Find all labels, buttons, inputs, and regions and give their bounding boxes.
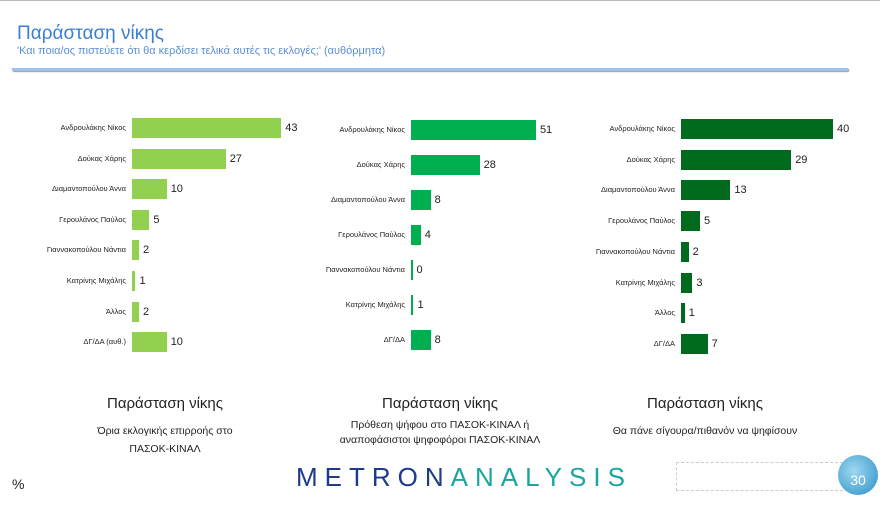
- category-label: ΔΓ/ΔΑ: [383, 335, 405, 344]
- chart-3-subtitle: Θα πάνε σίγουρα/πιθανόν να ψηφίσουν: [612, 425, 798, 437]
- category-label: Γερουλάνος Παύλος: [338, 230, 405, 239]
- category-label: Κατρίνης Μιχάλης: [66, 276, 126, 285]
- data-label: 2: [692, 245, 699, 258]
- page-subtitle: 'Και ποια/ος πιστεύετε ότι θα κερδίσει τ…: [17, 45, 386, 57]
- bar: [132, 148, 226, 169]
- category-label: Γιαννακοπούλου Νάντια: [595, 246, 675, 256]
- data-label: 10: [170, 183, 183, 196]
- category-label: Δούκας Χάρης: [77, 153, 126, 163]
- category-label: Δούκας Χάρης: [626, 154, 675, 164]
- data-label: 13: [734, 184, 747, 197]
- bar: [132, 271, 136, 291]
- bar: [132, 179, 167, 200]
- bar: [132, 301, 139, 322]
- bar: [411, 120, 536, 140]
- category-label: ΔΓ/ΔΑ: [653, 338, 675, 348]
- category-label: Διαμαντοπούλου Άννα: [52, 184, 126, 194]
- data-label: 0: [416, 264, 423, 276]
- bar: [681, 303, 685, 324]
- chart-2-caption: Παράσταση νίκης Πρόθεση ψήφου στο ΠΑΣΟΚ-…: [330, 395, 550, 448]
- unit-label: %: [12, 476, 25, 492]
- category-label: Ανδρουλάκης Νίκος: [60, 123, 126, 132]
- data-label: 1: [139, 275, 146, 287]
- bar: [681, 272, 693, 293]
- data-label: 3: [696, 276, 703, 289]
- category-label: Γερουλάνος Παύλος: [608, 216, 675, 226]
- category-label: ΔΓ/ΔΑ (αυθ.): [83, 337, 126, 347]
- bar: [681, 333, 708, 354]
- chart-1-title: Παράσταση νίκης: [106, 395, 224, 412]
- bar: [411, 190, 431, 210]
- category-label: Διαμαντοπούλου Άννα: [601, 185, 675, 195]
- category-label: Κατρίνης Μιχάλης: [615, 277, 675, 287]
- data-label: 1: [688, 307, 695, 320]
- category-label: Δούκας Χάρης: [356, 160, 405, 169]
- data-label: 2: [142, 244, 150, 257]
- category-label: Γερουλάνος Παύλος: [59, 214, 126, 224]
- data-label: 8: [434, 334, 441, 346]
- chart-3-title: Παράσταση νίκης: [646, 395, 764, 412]
- data-label: 1: [417, 299, 424, 311]
- category-label: Γιαννακοπούλου Νάντια: [325, 265, 405, 274]
- data-label: 28: [483, 159, 496, 171]
- category-label: Άλλος: [654, 308, 675, 318]
- bar: [411, 330, 431, 350]
- bar: [411, 260, 413, 280]
- category-label: Ανδρουλάκης Νίκος: [339, 125, 405, 134]
- chart-2-subtitle: Πρόθεση ψήφου στο ΠΑΣΟΚ-ΚΙΝΑΛ ή αναποφάσ…: [339, 419, 541, 446]
- category-label: Διαμαντοπούλου Άννα: [331, 195, 405, 204]
- chart-1-subtitle: Όρια εκλογικής επιρροής στο ΠΑΣΟΚ-ΚΙΝΑΛ: [97, 425, 233, 455]
- charts-area: Ανδρουλάκης Νίκος 43 Δούκας Χάρης 27 Διαμαντ…: [46, 118, 850, 354]
- bar: [132, 209, 150, 230]
- bar: [681, 180, 731, 201]
- category-label: Ανδρουλάκης Νίκος: [609, 124, 675, 133]
- divider: [12, 68, 848, 71]
- bar: [681, 211, 700, 232]
- data-label: 4: [424, 229, 431, 241]
- page-number-badge: 30: [838, 455, 878, 495]
- metron-analysis-logo: METRONANALYSIS: [296, 462, 632, 492]
- data-label: 51: [539, 124, 553, 136]
- data-label: 2: [142, 305, 150, 318]
- category-label: Άλλος: [105, 306, 126, 316]
- placeholder-box: [676, 462, 848, 491]
- top-border: [0, 0, 880, 1]
- bar: [681, 119, 833, 139]
- data-label: 10: [170, 336, 183, 349]
- data-label: 29: [795, 153, 808, 166]
- data-label: 7: [711, 337, 718, 350]
- chart-1-caption: Παράσταση νίκης Όρια εκλογικής επιρροής …: [60, 395, 270, 458]
- bar: [411, 225, 421, 245]
- page-title: Παράσταση νίκης: [17, 23, 164, 44]
- bar: [681, 241, 689, 262]
- category-label: Γιαννακοπούλου Νάντια: [46, 245, 126, 255]
- bar: [132, 332, 167, 353]
- bar: [411, 155, 480, 175]
- bar: [411, 295, 414, 315]
- bar: [681, 149, 792, 170]
- chart-2-title: Παράσταση νίκης: [381, 395, 499, 412]
- data-label: 8: [434, 194, 441, 206]
- data-label: 43: [285, 122, 298, 134]
- bar: [132, 118, 282, 138]
- data-label: 5: [153, 213, 160, 226]
- chart-3-caption: Παράσταση νίκης Θα πάνε σίγουρα/πιθανόν …: [600, 395, 810, 440]
- data-label: 5: [704, 215, 711, 228]
- data-label: 40: [837, 123, 850, 135]
- category-label: Κατρίνης Μιχάλης: [345, 300, 405, 309]
- data-label: 27: [229, 152, 242, 165]
- bar: [132, 240, 139, 261]
